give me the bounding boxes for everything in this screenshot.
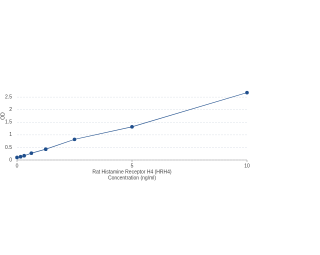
x-tick-label: 10 — [244, 163, 250, 169]
y-tick-label: 1 — [9, 132, 12, 138]
chart: Rat Histamine Receptor H4 (HRH4) Concent… — [0, 90, 250, 181]
data-point — [245, 90, 249, 95]
data-point — [18, 154, 23, 159]
x-axis-label: Concentration (ng/ml) — [108, 175, 156, 181]
x-axis-label: Rat Histamine Receptor H4 (HRH4) — [92, 169, 172, 175]
data-point — [15, 155, 19, 160]
y-tick-label: 2 — [9, 107, 12, 113]
data-point — [130, 125, 134, 129]
y-tick-label: 0.5 — [5, 145, 12, 151]
page: {"chart_data": {"type": "scatter", "x_la… — [0, 90, 250, 182]
data-point — [29, 151, 34, 156]
data-point — [22, 153, 26, 158]
y-axis-label: OD — [0, 112, 6, 120]
y-tick-label: 1.5 — [5, 120, 12, 126]
data-point — [72, 137, 77, 142]
y-tick-label: 0 — [9, 157, 12, 163]
data-point — [43, 147, 48, 151]
y-tick-label: 2.5 — [5, 94, 12, 100]
x-tick-label: 5 — [131, 163, 134, 169]
x-tick-label: 0 — [16, 163, 19, 169]
